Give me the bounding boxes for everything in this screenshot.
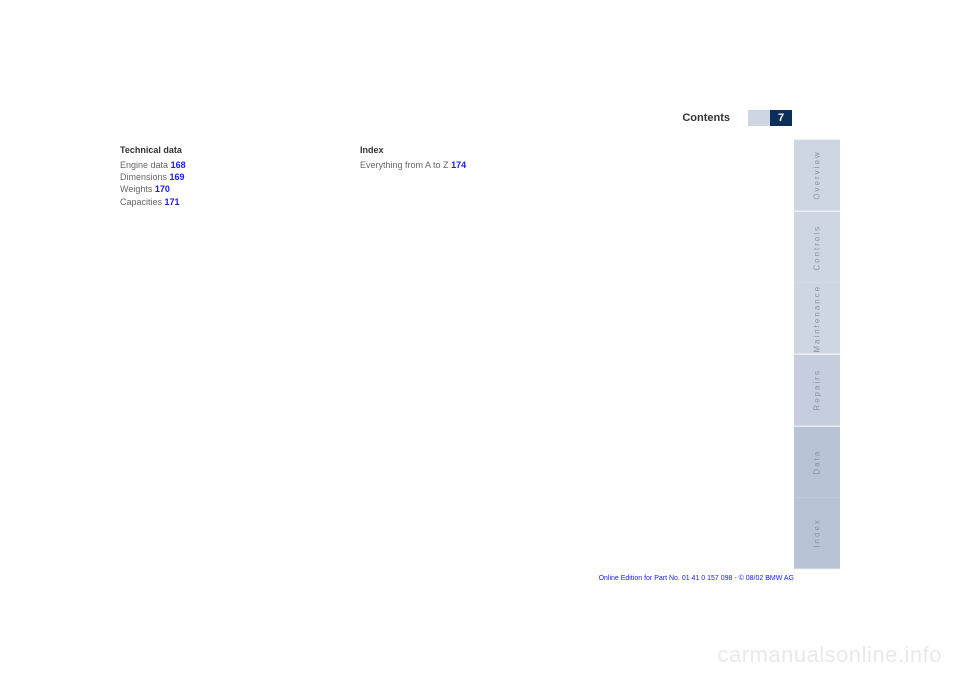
watermark-text: carmanualsonline.info (717, 642, 942, 668)
tab-controls[interactable]: Controls (794, 212, 840, 284)
toc-entry: Everything from A to Z 174 (360, 159, 560, 171)
section-tabs-sidebar: Overview Controls Maintenance Repairs Da… (794, 140, 840, 570)
tab-data[interactable]: Data (794, 427, 840, 499)
toc-text: Engine data (120, 160, 168, 170)
tab-maintenance[interactable]: Maintenance (794, 283, 840, 355)
toc-text: Dimensions (120, 172, 167, 182)
edition-footer: Online Edition for Part No. 01 41 0 157 … (599, 575, 794, 582)
toc-entry: Engine data 168 (120, 159, 320, 171)
toc-entry: Capacities 171 (120, 196, 320, 208)
col-heading: Technical data (120, 144, 320, 156)
content-columns: Technical data Engine data 168 Dimension… (120, 144, 840, 208)
toc-text: Capacities (120, 197, 162, 207)
page-container: Contents 7 Technical data Engine data 16… (120, 110, 840, 600)
toc-page-link[interactable]: 174 (451, 160, 466, 170)
tab-overview[interactable]: Overview (794, 140, 840, 212)
col-heading: Index (360, 144, 560, 156)
tab-index[interactable]: Index (794, 498, 840, 570)
toc-page-link[interactable]: 168 (171, 160, 186, 170)
toc-text: Weights (120, 184, 152, 194)
column-technical-data: Technical data Engine data 168 Dimension… (120, 144, 320, 208)
toc-page-link[interactable]: 171 (165, 197, 180, 207)
column-index: Index Everything from A to Z 174 (360, 144, 560, 208)
page-tab-spacer (748, 110, 770, 126)
toc-page-link[interactable]: 170 (155, 184, 170, 194)
page-title: Contents (682, 112, 730, 124)
tab-repairs[interactable]: Repairs (794, 355, 840, 427)
toc-page-link[interactable]: 169 (170, 172, 185, 182)
toc-entry: Dimensions 169 (120, 171, 320, 183)
toc-entry: Weights 170 (120, 183, 320, 195)
toc-text: Everything from A to Z (360, 160, 449, 170)
header-row: Contents 7 (120, 110, 840, 136)
page-number-badge: 7 (770, 110, 792, 126)
